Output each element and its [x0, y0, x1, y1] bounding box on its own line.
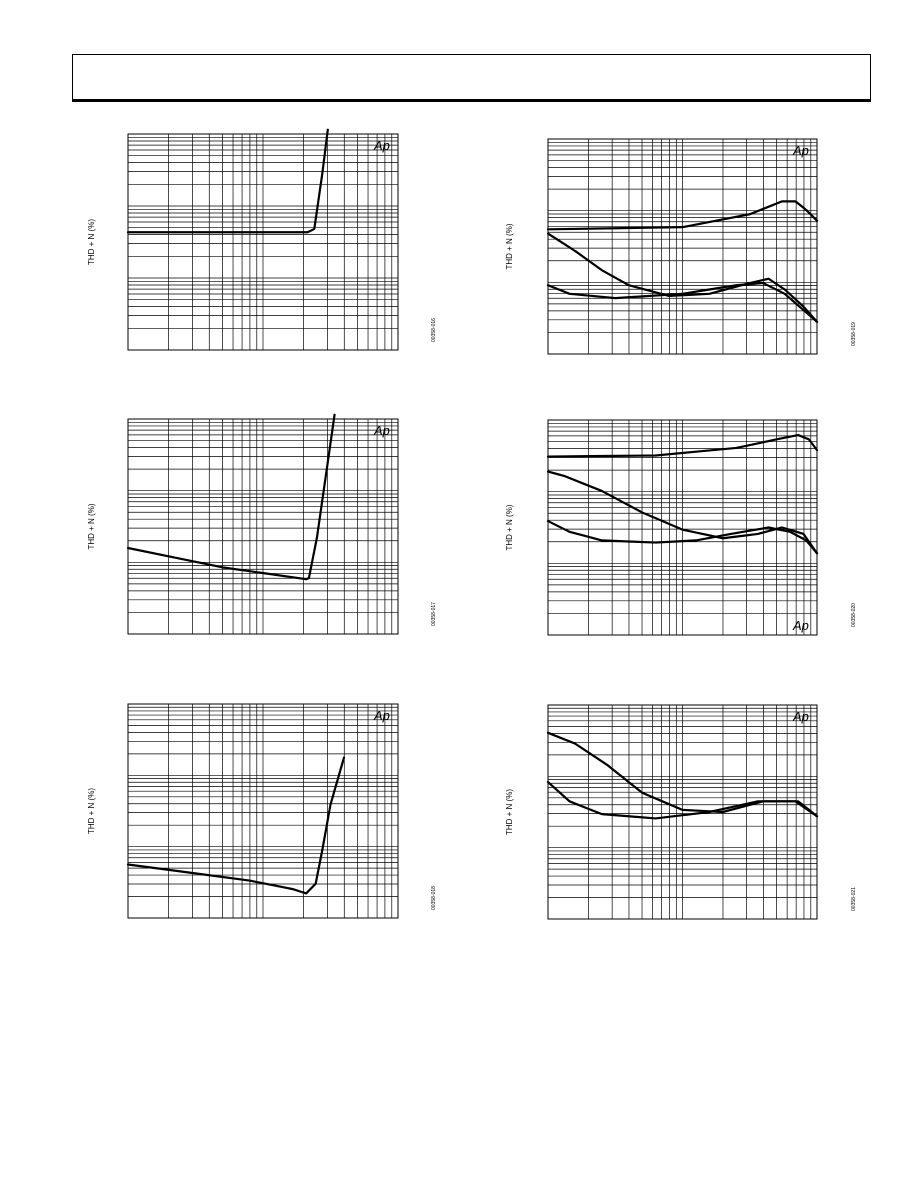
y-axis-label: THD + N (%)	[87, 788, 96, 834]
series-line-1	[126, 756, 346, 895]
y-axis-label: THD + N (%)	[87, 219, 96, 265]
series-line-1	[546, 200, 819, 231]
page-header-box	[72, 54, 871, 102]
series-line-2	[546, 470, 819, 555]
y-axis-label: THD + N (%)	[505, 789, 514, 835]
chart-panel-3: Ap THD + N (%) 00358-018	[87, 703, 437, 919]
chart-panel-2: Ap THD + N (%) 00358-017	[87, 413, 437, 635]
figure-code: 00358-018	[431, 886, 437, 910]
series-line-1	[546, 433, 819, 458]
y-axis-label: THD + N (%)	[87, 503, 96, 549]
logo-text: Ap	[373, 138, 390, 153]
series-line-2	[546, 780, 819, 820]
figure-code: 00358-020	[851, 603, 857, 627]
figure-code: 00358-021	[851, 887, 857, 911]
series-line-3	[546, 519, 819, 555]
series-line-3	[546, 281, 819, 323]
chart-panel-6: Ap THD + N (%) 00358-021	[505, 704, 857, 920]
chart-panel-5: Ap THD + N (%) 00358-020	[505, 419, 857, 636]
logo-text: Ap	[792, 709, 809, 724]
series-line-1	[126, 413, 336, 581]
logo-text: Ap	[373, 708, 390, 723]
chart-panel-1: Ap THD + N (%) 00358-016	[87, 128, 437, 351]
figure-code: 00358-016	[431, 318, 437, 342]
figure-code: 00358-019	[851, 322, 857, 346]
figure-code: 00358-017	[431, 602, 437, 626]
logo-text: Ap	[792, 143, 809, 158]
y-axis-label: THD + N (%)	[505, 223, 514, 269]
chart-panel-4: Ap THD + N (%) 00358-019	[505, 138, 857, 355]
logo-text: Ap	[792, 618, 809, 633]
series-line-2	[546, 232, 819, 323]
series-line-1	[126, 128, 329, 234]
y-axis-label: THD + N (%)	[505, 504, 514, 550]
logo-text: Ap	[373, 423, 390, 438]
